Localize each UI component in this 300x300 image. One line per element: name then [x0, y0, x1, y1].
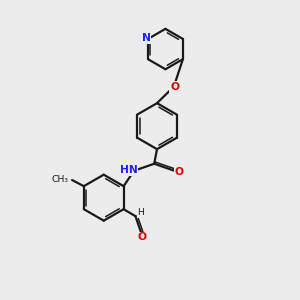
- Text: HN: HN: [119, 165, 137, 175]
- Text: O: O: [170, 82, 179, 92]
- Text: H: H: [137, 208, 144, 217]
- Text: O: O: [175, 167, 184, 177]
- Text: O: O: [137, 232, 146, 242]
- Text: N: N: [142, 33, 150, 43]
- Text: CH₃: CH₃: [52, 175, 69, 184]
